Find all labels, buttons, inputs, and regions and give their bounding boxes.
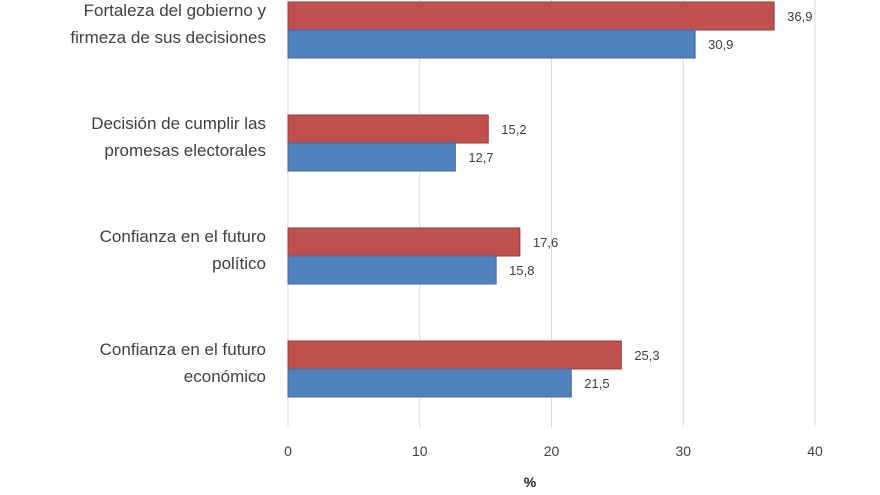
x-tick-label: 30 [675,443,691,459]
category-label: promesas electorales [104,141,266,160]
data-label: 25,3 [634,348,659,363]
labels: 0 10 20 30 40 36,9 30,9 Fortaleza del gobierno … [70,1,823,459]
x-tick-label: 10 [412,443,428,459]
data-label: 15,8 [509,263,534,278]
bar [287,255,497,285]
bar [287,114,489,144]
bar [287,29,696,59]
data-label: 12,7 [468,150,493,165]
data-label: 15,2 [501,122,526,137]
category-label: Confianza en el futuro [100,340,266,359]
x-axis-title: % [524,474,537,490]
data-label: 30,9 [708,37,733,52]
bar [287,1,775,31]
category-label: Fortaleza del gobierno y [84,1,267,20]
x-tick-label: 0 [284,443,292,459]
category-label: Decisión de cumplir las [91,114,266,133]
category-label: Confianza en el futuro [100,227,266,246]
bar [287,227,521,257]
data-label: 36,9 [787,9,812,24]
x-tick-label: 40 [807,443,823,459]
bar [287,340,622,370]
bars [287,1,775,398]
bar [287,368,572,398]
data-label: 21,5 [584,376,609,391]
category-label: económico [184,367,266,386]
bar [287,142,456,172]
data-label: 17,6 [533,235,558,250]
x-tick-label: 20 [544,443,560,459]
category-label: firmeza de sus decisiones [70,28,266,47]
category-label: político [212,254,266,273]
